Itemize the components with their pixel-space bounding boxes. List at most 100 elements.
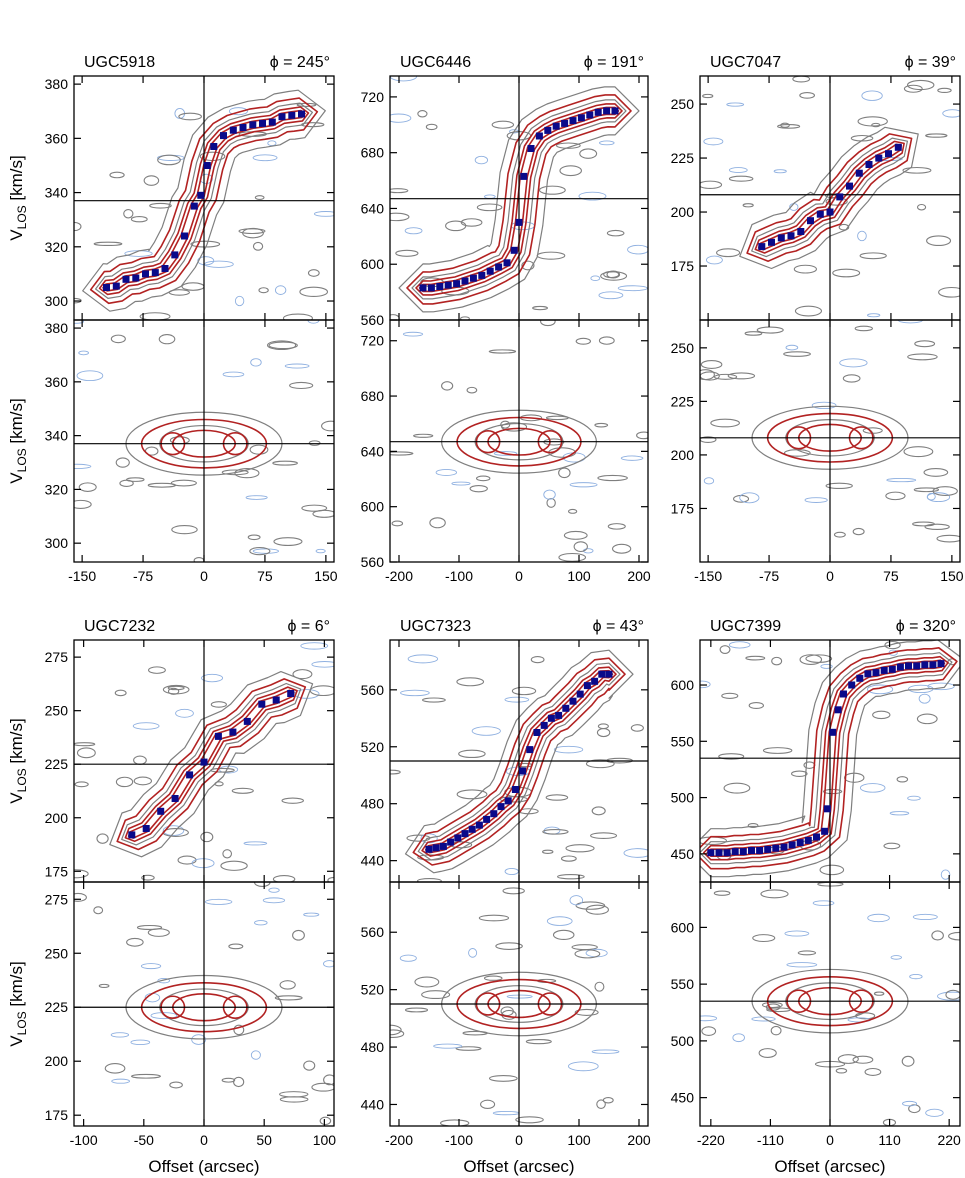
negative-noise-contour: [857, 230, 867, 242]
noise-contour: [502, 887, 525, 895]
x-tick-label: -200: [385, 568, 413, 584]
rotation-curve-point: [796, 839, 804, 847]
negative-noise-contour: [889, 811, 910, 816]
y-tick-label: 225: [45, 756, 69, 772]
x-tick-label: 75: [883, 568, 899, 584]
negative-noise-contour: [150, 1012, 178, 1020]
x-axis-label: Offset (arcsec): [774, 1157, 885, 1176]
negative-noise-contour: [700, 680, 711, 689]
noise-contour: [538, 185, 566, 195]
panel-ugc7232: 175 200 225 250 275 175 200 225 250 275 -100 -50 0 50…: [7, 618, 336, 1176]
x-tick-label: 220: [937, 1132, 961, 1148]
noise-contour: [460, 218, 483, 227]
rotation-curve-point: [544, 126, 552, 134]
rotation-curve-point: [490, 810, 498, 818]
noise-contour: [515, 1116, 544, 1124]
y-tick-label: 560: [361, 924, 385, 940]
negative-noise-contour: [162, 825, 185, 836]
noise-contour: [282, 313, 313, 320]
y-axis-label-unit: [km/s]: [7, 961, 26, 1011]
noise-contour: [74, 781, 89, 788]
noise-contour: [907, 353, 938, 361]
noise-contour: [96, 833, 109, 844]
y-tick-label: 450: [671, 846, 695, 862]
rotation-curve-point: [268, 118, 276, 126]
x-tick-label: -150: [68, 568, 96, 584]
noise-contour: [559, 165, 582, 177]
rotation-curve-point: [594, 108, 602, 116]
y-tick-label: 520: [361, 739, 385, 755]
noise-contour: [511, 686, 537, 696]
rotation-curve-point: [469, 274, 477, 282]
x-tick-label: 0: [826, 1132, 834, 1148]
rotation-curve-point: [239, 124, 247, 131]
noise-contours-major-axis: [74, 102, 334, 320]
rotation-curve-point: [788, 841, 796, 849]
y-tick-label: 480: [361, 796, 385, 812]
negative-noise-contour: [907, 795, 921, 801]
noise-contour: [546, 497, 556, 508]
negative-noise-contour: [804, 497, 828, 503]
noise-contour: [579, 148, 598, 159]
noise-contour: [456, 789, 488, 800]
noise-contour: [803, 761, 816, 769]
rotation-curve-point: [278, 113, 286, 121]
noise-contour: [931, 930, 944, 941]
noise-contour: [147, 482, 177, 488]
noise-contour: [114, 689, 127, 697]
noise-contour: [273, 537, 303, 546]
rotation-curve-point: [161, 265, 169, 272]
noise-contour: [792, 76, 811, 83]
noise-contour: [713, 890, 731, 896]
negative-noise-contour: [861, 90, 883, 101]
noise-contour: [416, 877, 442, 882]
rotation-curve-point: [821, 827, 829, 835]
noise-contour: [130, 215, 148, 223]
y-axis-label-subscript: LOS: [15, 768, 29, 792]
y-axis-label-main: V: [7, 1035, 26, 1047]
panel-ugc7399: 450 500 550 600 450 500 550 600 -220 -110 0 110 220 U…: [671, 618, 961, 1176]
rotation-curve-point: [875, 154, 883, 162]
rotation-curve-point: [229, 728, 237, 736]
rotation-curve-point: [540, 721, 548, 729]
noise-contour: [742, 203, 754, 208]
negative-noise-contour: [543, 489, 556, 500]
noise-contour: [469, 484, 488, 493]
noise-contour: [312, 509, 334, 518]
noise-contour: [147, 666, 166, 674]
panel-ugc5918: 300 320 340 360 380 300 320 340 360 380 -150 -75 0 75…: [7, 54, 338, 584]
rotation-curve-point: [197, 191, 205, 199]
negative-noise-contour: [111, 1078, 131, 1084]
noise-contour: [391, 520, 404, 527]
negative-noise-contour: [400, 689, 430, 697]
x-tick-label: -75: [133, 568, 153, 584]
rotation-curve-point: [715, 849, 723, 857]
negative-noise-contour: [284, 363, 310, 369]
noise-contour: [723, 782, 751, 794]
y-tick-label: 360: [45, 130, 69, 146]
rotation-curve-point: [780, 843, 788, 851]
rotation-curve-point: [112, 282, 120, 290]
noise-contour: [521, 260, 535, 271]
y-axis-label-unit: [km/s]: [7, 155, 26, 205]
y-tick-label: 380: [45, 320, 69, 336]
noise-contour: [429, 517, 446, 529]
rotation-curve-point: [848, 681, 856, 689]
noise-contour: [311, 1082, 334, 1092]
y-tick-label: 200: [671, 204, 695, 220]
noise-contour: [585, 904, 609, 915]
x-tick-label: 150: [940, 568, 964, 584]
rotation-curve-point: [495, 263, 503, 271]
negative-noise-contour: [918, 693, 931, 704]
y-tick-label: 550: [671, 733, 695, 749]
rotation-curve-point: [586, 111, 594, 119]
noise-contour: [274, 995, 303, 1001]
model-contour-mid: [421, 666, 617, 857]
noise-contour: [719, 645, 731, 654]
negative-noise-contour: [820, 663, 833, 669]
noise-contour: [770, 1025, 782, 1036]
y-axis-label-subscript: LOS: [15, 205, 29, 229]
noise-contour: [143, 175, 160, 186]
rotation-curve-point: [756, 847, 764, 854]
rotation-curve-point: [547, 714, 555, 722]
